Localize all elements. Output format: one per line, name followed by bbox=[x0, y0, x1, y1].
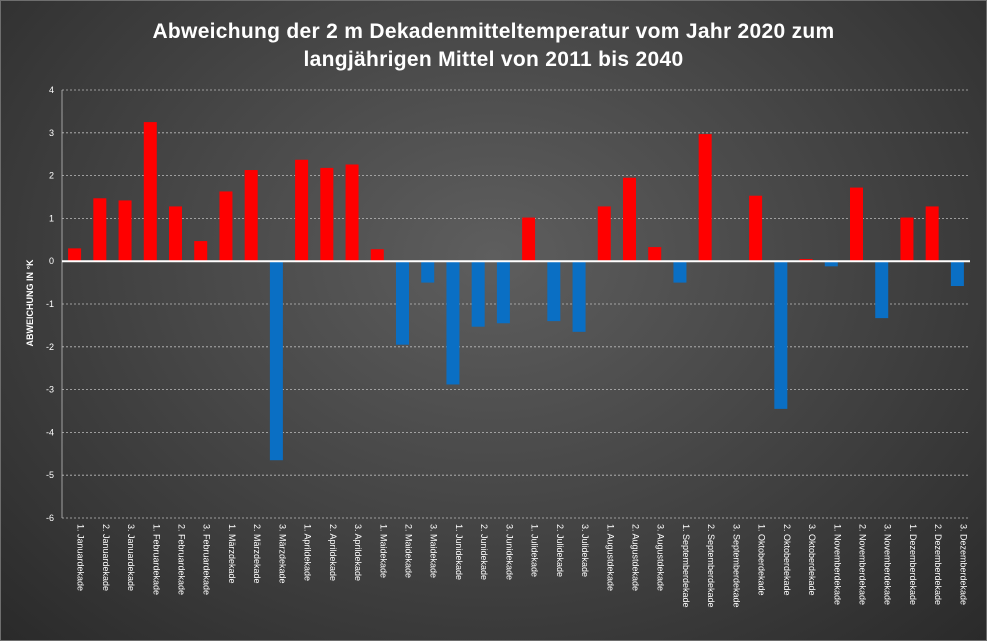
y-tick-label: 3 bbox=[49, 128, 54, 138]
category-label: 3. Januardekade bbox=[126, 524, 136, 591]
bar bbox=[623, 177, 636, 262]
y-tick-label: -3 bbox=[46, 385, 54, 395]
category-label: 2. Dezemberdekade bbox=[933, 524, 943, 605]
category-label: 3. Dezemberdekade bbox=[958, 524, 968, 605]
y-tick-label: -5 bbox=[46, 470, 54, 480]
bar bbox=[799, 259, 813, 262]
y-axis-ticks: -6 -5 -4 -3 -2 -1 0 1 2 3 4 bbox=[46, 85, 54, 523]
chart-title-line1: Abweichung der 2 m Dekadenmitteltemperat… bbox=[152, 20, 835, 43]
category-label: 1. Aprildekade bbox=[303, 524, 313, 581]
category-label: 3. Septemberdekade bbox=[731, 524, 741, 608]
category-label: 1. Julidekade bbox=[530, 524, 540, 577]
bar bbox=[295, 159, 309, 262]
y-tick-label: -4 bbox=[46, 427, 54, 437]
bar bbox=[194, 241, 208, 262]
category-label: 1. Dezemberdekade bbox=[908, 524, 918, 605]
category-label: 2. Februardekade bbox=[177, 524, 187, 595]
x-axis-category-labels: 1. Januardekade 2. Januardekade 3. Januard… bbox=[76, 524, 969, 608]
bar bbox=[648, 247, 662, 262]
bar bbox=[219, 191, 233, 262]
bar bbox=[698, 134, 712, 262]
bar bbox=[673, 261, 687, 283]
category-label: 2. Julidekade bbox=[555, 524, 565, 577]
bar bbox=[850, 187, 863, 262]
bar bbox=[749, 195, 763, 262]
bar bbox=[522, 217, 536, 262]
gridlines bbox=[61, 89, 970, 519]
bar bbox=[244, 170, 258, 262]
bar bbox=[496, 261, 510, 324]
bar bbox=[597, 206, 611, 262]
category-label: 2. Novemberdekade bbox=[858, 524, 868, 605]
category-label: 1. Februardekade bbox=[151, 524, 161, 595]
category-label: 1. Januardekade bbox=[76, 524, 86, 591]
chart-title-line2: langjährigen Mittel von 2011 bis 2040 bbox=[303, 48, 684, 71]
bar bbox=[269, 261, 283, 461]
category-label: 2. Aprildekade bbox=[328, 524, 338, 581]
bars bbox=[68, 122, 964, 461]
category-label: 1. Septemberdekade bbox=[681, 524, 691, 608]
category-label: 3. Märzdekade bbox=[277, 524, 287, 584]
bar bbox=[143, 122, 157, 262]
category-label: 2. Maidekade bbox=[404, 524, 414, 578]
category-label: 2. Augustdekade bbox=[631, 524, 641, 591]
bar bbox=[572, 261, 586, 332]
category-label: 3. Februardekade bbox=[202, 524, 212, 595]
category-label: 1. Augustdekade bbox=[605, 524, 615, 591]
bar bbox=[875, 261, 889, 319]
y-axis-label: ABWEICHUNG IN °K bbox=[25, 259, 35, 347]
bar bbox=[950, 261, 964, 287]
category-label: 3. Aprildekade bbox=[353, 524, 363, 581]
category-label: 1. Junidekade bbox=[454, 524, 464, 580]
bar bbox=[118, 200, 132, 262]
bar bbox=[547, 261, 561, 322]
bar bbox=[421, 261, 435, 283]
y-tick-label: -1 bbox=[46, 299, 54, 309]
bar bbox=[345, 164, 359, 262]
category-label: 3. Oktoberdekade bbox=[807, 524, 817, 596]
category-label: 1. Maidekade bbox=[378, 524, 388, 578]
category-label: 2. Septemberdekade bbox=[706, 524, 716, 608]
category-label: 2. Oktoberdekade bbox=[782, 524, 792, 596]
bar bbox=[169, 206, 182, 262]
category-label: 3. Julidekade bbox=[580, 524, 590, 577]
category-label: 1. Oktoberdekade bbox=[757, 524, 767, 596]
bar bbox=[93, 198, 107, 262]
bar bbox=[370, 249, 384, 262]
y-tick-label: 2 bbox=[49, 171, 54, 181]
y-tick-label: 0 bbox=[49, 256, 54, 266]
bar bbox=[900, 217, 914, 262]
y-tick-label: -2 bbox=[46, 342, 54, 352]
category-label: 3. Augustdekade bbox=[656, 524, 666, 591]
bar bbox=[925, 206, 939, 262]
bar bbox=[446, 261, 460, 385]
category-label: 1. Märzdekade bbox=[227, 524, 237, 584]
bar bbox=[774, 261, 788, 409]
bar bbox=[471, 261, 485, 327]
category-label: 2. Märzdekade bbox=[252, 524, 262, 584]
bar bbox=[824, 261, 838, 267]
bar bbox=[68, 248, 82, 262]
category-label: 1. Novemberdekade bbox=[832, 524, 842, 605]
category-label: 3. Maidekade bbox=[429, 524, 439, 578]
category-label: 3. Novemberdekade bbox=[883, 524, 893, 605]
y-tick-label: 1 bbox=[49, 213, 54, 223]
bar bbox=[396, 261, 409, 345]
category-label: 2. Januardekade bbox=[101, 524, 111, 591]
category-label: 3. Junidekade bbox=[504, 524, 514, 580]
category-label: 2. Junidekade bbox=[479, 524, 489, 580]
y-tick-label: 4 bbox=[49, 85, 54, 95]
y-tick-label: -6 bbox=[46, 513, 54, 523]
bar bbox=[320, 167, 334, 262]
